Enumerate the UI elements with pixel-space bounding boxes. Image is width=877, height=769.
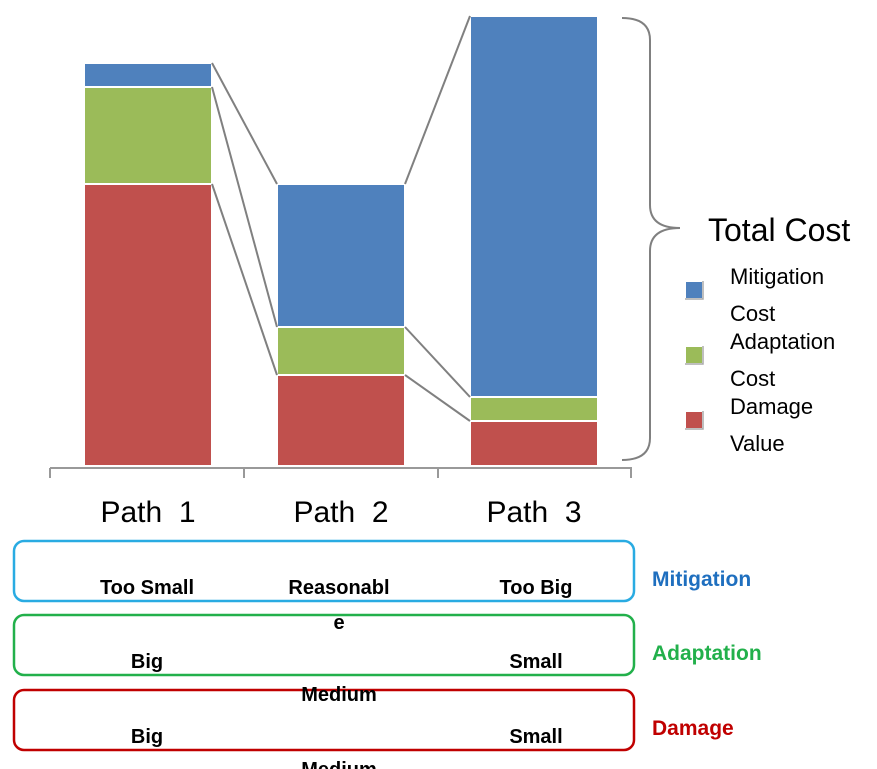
annotation: Total Cost — [708, 212, 851, 248]
legend-swatch-edge — [685, 411, 704, 430]
bar-segment — [469, 15, 599, 398]
bar-segment — [83, 62, 213, 88]
row-box — [12, 688, 636, 752]
connector — [404, 15, 471, 185]
x-tick-label: Path 1 — [100, 496, 196, 529]
bar-segment — [276, 374, 406, 467]
legend-swatch — [686, 412, 702, 428]
cell-text: Medium — [283, 753, 395, 769]
cell-text: Medium — [301, 684, 377, 706]
bar-segment — [469, 420, 599, 467]
cell-text: Small — [509, 651, 563, 673]
row-label: Adaptation — [652, 642, 762, 665]
bar-segment — [469, 396, 599, 422]
bar-segment — [83, 86, 213, 185]
legend-swatch-edge — [685, 281, 704, 300]
cell-text: Reasonable — [288, 577, 390, 634]
connector — [211, 62, 278, 185]
connector — [211, 86, 278, 328]
cell-text: Too Small — [99, 577, 195, 599]
bar-segment — [276, 326, 406, 376]
legend-swatch — [686, 347, 702, 363]
legend-swatch-edge — [685, 346, 704, 365]
connector — [404, 326, 471, 398]
bar-segment — [276, 183, 406, 328]
brace — [621, 17, 681, 461]
connector — [404, 374, 471, 422]
row-box — [12, 613, 636, 677]
cell-text: Big — [130, 726, 164, 748]
legend-label: Mitigation Cost — [730, 264, 825, 326]
cell-text: Small — [509, 726, 563, 748]
legend-swatch — [686, 282, 702, 298]
connector — [211, 183, 278, 376]
row-label: Mitigation — [652, 568, 752, 591]
bar-segment — [83, 183, 213, 467]
row-box — [12, 539, 636, 603]
x-tick-label: Path 2 — [293, 496, 389, 529]
legend-label: Adaptation Cost — [730, 329, 836, 391]
x-tick-label: Path 3 — [486, 496, 582, 529]
cell-text: Too Big — [499, 577, 573, 599]
cell-text: Big — [130, 651, 164, 673]
row-label: Damage — [652, 717, 734, 740]
legend-label: Damage Value — [730, 394, 814, 456]
